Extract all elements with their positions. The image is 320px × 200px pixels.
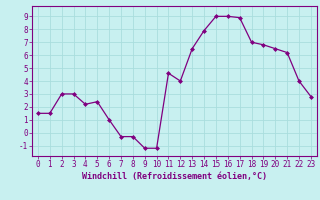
X-axis label: Windchill (Refroidissement éolien,°C): Windchill (Refroidissement éolien,°C)	[82, 172, 267, 181]
